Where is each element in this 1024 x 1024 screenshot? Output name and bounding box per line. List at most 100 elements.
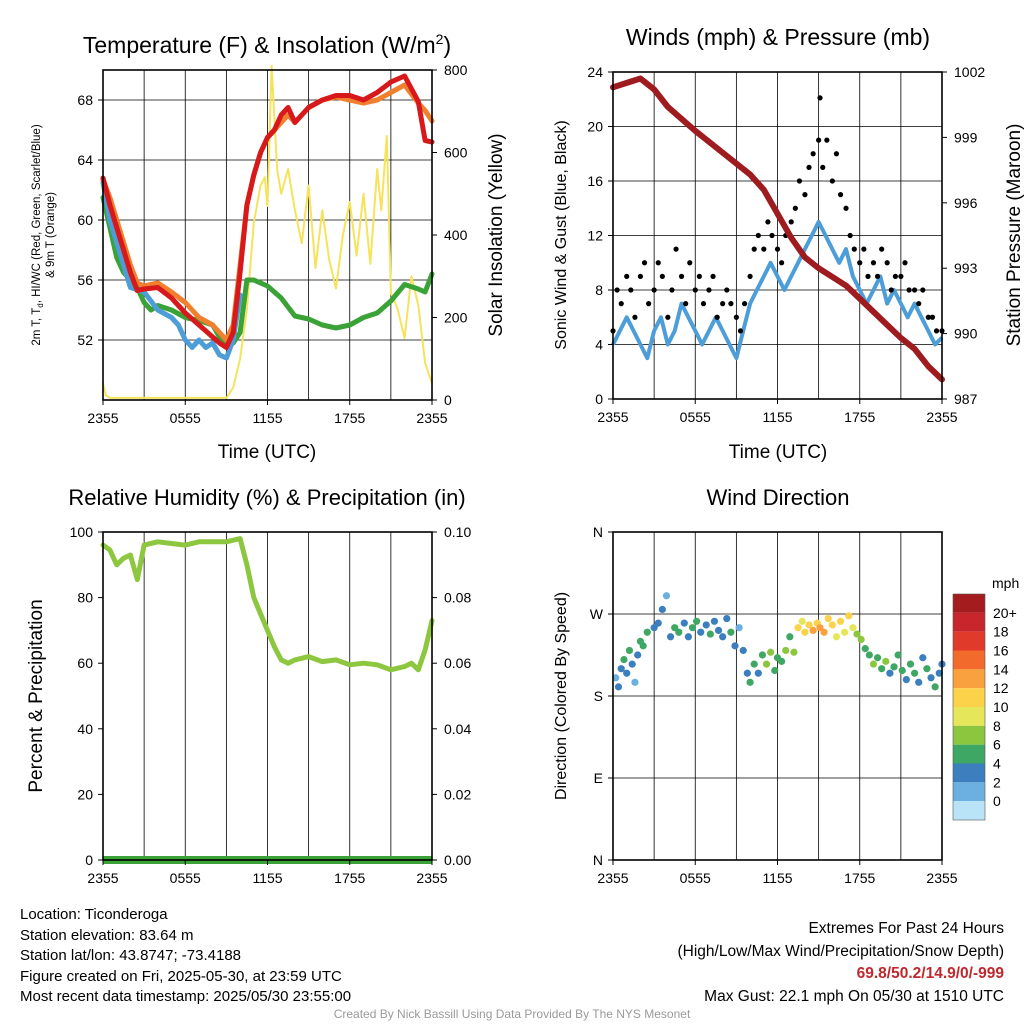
- x-tick-label: 0555: [170, 410, 201, 426]
- colorbar-label: 16: [993, 643, 1009, 659]
- y2-tick-label: 996: [954, 195, 978, 211]
- wind-direction-point: [688, 624, 697, 632]
- gust-point: [884, 260, 890, 266]
- wind-direction-point: [931, 683, 939, 691]
- colorbar-swatch: [953, 688, 985, 707]
- gust-point: [829, 178, 835, 184]
- winds-panel: Winds (mph) & Pressure (mb) 2355 0555 1155…: [553, 24, 1024, 463]
- credit-line: Created By Nick Bassill Using Data Provi…: [333, 1007, 691, 1021]
- wind-direction-point: [798, 617, 806, 625]
- gust-point: [888, 287, 894, 293]
- x-tick-label: 2355: [597, 870, 628, 886]
- y-tick-label: 20: [77, 786, 93, 802]
- extremes-legend: (High/Low/Max Wind/Precipitation/Snow De…: [677, 942, 1005, 960]
- colorbar-label: 8: [993, 718, 1001, 734]
- wind-direction-point: [778, 657, 786, 665]
- wind-direction-point: [771, 666, 779, 675]
- y2-tick-label: 999: [954, 129, 978, 145]
- gust-point: [925, 314, 931, 320]
- wind-direction-point: [782, 646, 790, 655]
- wind-direction-point: [828, 621, 836, 629]
- x-tick-label: 2355: [416, 410, 447, 426]
- x-tick-label: 1755: [334, 410, 365, 426]
- wind-direction-point: [750, 660, 758, 668]
- gust-point: [737, 328, 744, 334]
- temperature-y-axis-label-line2: & 9m T (Orange): [45, 192, 57, 278]
- y-tick-label: 100: [70, 524, 94, 540]
- gust-point: [742, 301, 748, 307]
- gust-point: [779, 260, 785, 266]
- station-elevation: Station elevation: 83.64 m: [20, 926, 194, 944]
- y-tick-label: 80: [77, 590, 93, 606]
- gust-point: [651, 287, 657, 293]
- y2-tick-label: 800: [444, 62, 468, 78]
- y2-tick-label: 0.04: [444, 721, 471, 737]
- wind-speed-line: [611, 219, 944, 361]
- gust-point: [614, 287, 620, 293]
- y-tick-label: 0: [85, 852, 93, 868]
- x-tick-label: 2355: [416, 870, 447, 886]
- gust-point: [696, 273, 702, 279]
- wind-direction-point: [841, 628, 849, 636]
- gust-point: [751, 246, 757, 252]
- gust-point: [761, 246, 767, 252]
- gust-point: [857, 260, 863, 266]
- y-tick-label: 8: [595, 282, 603, 298]
- gust-point: [755, 232, 761, 239]
- temperature-panel-title: Temperature (F) & Insolation (W/m2): [83, 31, 451, 58]
- wind-direction-point: [723, 614, 731, 623]
- x-tick-label: 1155: [762, 409, 792, 425]
- x-tick-label: 1755: [844, 409, 875, 425]
- x-tick-label: 0555: [170, 870, 201, 886]
- gust-point: [733, 314, 739, 320]
- x-tick-label: 2355: [87, 870, 118, 886]
- wind-direction-point: [743, 669, 751, 677]
- colorbar-swatch: [953, 707, 985, 726]
- y2-tick-label: 0.10: [444, 524, 471, 540]
- y2-tick-label: 200: [444, 310, 468, 326]
- figure-created: Figure created on Fri, 2025-05-30, at 23…: [20, 967, 342, 985]
- y-tick-label: 40: [77, 721, 93, 737]
- temperature-y-axis-label: 2m T, Td, HI/WC (Red, Green, Scarlet/Blu…: [31, 124, 45, 345]
- wind-direction-point: [643, 628, 651, 636]
- gust-point: [810, 151, 816, 157]
- gust-point: [802, 192, 808, 198]
- y2-tick-label: 600: [444, 145, 468, 161]
- wind-direction-point: [631, 678, 639, 686]
- y-tick-label: 16: [587, 173, 603, 189]
- wind-direction-point: [612, 674, 620, 682]
- colorbar-swatch: [953, 725, 985, 745]
- colorbar-label: 0: [993, 793, 1001, 809]
- gust-point: [865, 273, 871, 279]
- wind-direction-point: [849, 624, 857, 632]
- wind-direction-point: [623, 669, 631, 677]
- y-tick-label: 60: [77, 655, 93, 671]
- y-tick-label: N: [593, 524, 603, 540]
- wind-direction-point: [680, 619, 688, 627]
- gust-point: [665, 314, 671, 320]
- colorbar-label: 10: [993, 699, 1009, 715]
- y-tick-label: 24: [587, 64, 603, 80]
- y-tick-label: 20: [587, 119, 603, 135]
- gust-point: [714, 314, 720, 320]
- wind-direction-point: [906, 660, 915, 668]
- gust-point: [747, 273, 753, 279]
- gust-point: [687, 260, 693, 266]
- wind-direction-point: [832, 633, 841, 641]
- wind-direction-point: [620, 655, 628, 664]
- temperature-x-axis-label: Time (UTC): [218, 442, 317, 463]
- recent-timestamp: Most recent data timestamp: 2025/05/30 2…: [20, 988, 352, 1005]
- wind-direction-point: [824, 614, 832, 623]
- wind-direction-point: [614, 683, 623, 691]
- gust-point: [637, 273, 644, 279]
- gust-point: [916, 301, 922, 307]
- wind-direction-point: [628, 660, 636, 668]
- gust-point: [710, 273, 716, 279]
- gust-point: [806, 164, 812, 170]
- temperature-series-line: [102, 64, 433, 399]
- wind-direction-point: [634, 651, 642, 659]
- temperature-panel: Temperature (F) & Insolation (W/m2) 2355…: [31, 31, 507, 463]
- wind-direction-point: [658, 605, 666, 614]
- wind-direction-point: [927, 674, 935, 682]
- gust-point: [796, 178, 803, 184]
